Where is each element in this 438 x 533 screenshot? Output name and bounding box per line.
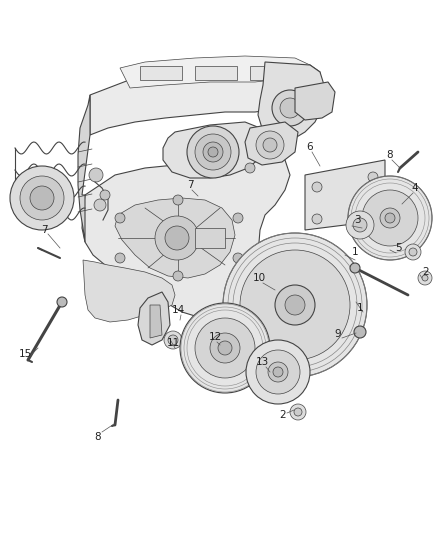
Text: 1: 1 (352, 247, 358, 257)
Text: 8: 8 (387, 150, 393, 160)
Circle shape (94, 199, 106, 211)
Circle shape (210, 333, 240, 363)
Circle shape (350, 263, 360, 273)
Polygon shape (90, 62, 320, 135)
Circle shape (100, 280, 110, 290)
Circle shape (273, 367, 283, 377)
Circle shape (380, 208, 400, 228)
Circle shape (30, 186, 54, 210)
Polygon shape (195, 228, 225, 248)
Circle shape (353, 218, 367, 232)
Text: 5: 5 (395, 243, 401, 253)
Circle shape (10, 166, 74, 230)
Text: 4: 4 (412, 183, 418, 193)
Circle shape (168, 335, 178, 345)
Circle shape (164, 331, 182, 349)
Circle shape (418, 271, 432, 285)
Circle shape (268, 362, 288, 382)
Circle shape (165, 226, 189, 250)
Circle shape (195, 134, 231, 170)
Text: 1: 1 (357, 303, 363, 313)
Circle shape (195, 318, 255, 378)
Circle shape (280, 98, 300, 118)
Circle shape (203, 142, 223, 162)
Text: 13: 13 (255, 357, 268, 367)
Text: 6: 6 (307, 142, 313, 152)
Circle shape (348, 176, 432, 260)
Polygon shape (78, 95, 90, 242)
Polygon shape (195, 66, 237, 80)
Circle shape (290, 404, 306, 420)
Circle shape (155, 216, 199, 260)
Polygon shape (305, 160, 385, 230)
Polygon shape (82, 155, 290, 318)
Text: 9: 9 (335, 329, 341, 339)
Circle shape (362, 190, 418, 246)
Circle shape (257, 283, 267, 293)
Circle shape (272, 90, 308, 126)
Circle shape (89, 168, 103, 182)
Circle shape (368, 172, 378, 182)
Text: 7: 7 (187, 180, 193, 190)
Circle shape (294, 408, 302, 416)
Circle shape (173, 271, 183, 281)
Circle shape (263, 138, 277, 152)
Polygon shape (163, 122, 265, 178)
Circle shape (233, 253, 243, 263)
Circle shape (187, 126, 239, 178)
Circle shape (57, 297, 67, 307)
Circle shape (20, 176, 64, 220)
Circle shape (312, 182, 322, 192)
Circle shape (275, 285, 315, 325)
Circle shape (368, 206, 378, 216)
Circle shape (218, 341, 232, 355)
Text: 3: 3 (354, 215, 360, 225)
Text: 2: 2 (423, 267, 429, 277)
Circle shape (405, 244, 421, 260)
Circle shape (346, 211, 374, 239)
Polygon shape (250, 66, 292, 80)
Circle shape (354, 326, 366, 338)
Text: 15: 15 (18, 349, 32, 359)
Text: 8: 8 (95, 432, 101, 442)
Text: 11: 11 (166, 338, 180, 348)
Circle shape (180, 303, 270, 393)
Circle shape (233, 213, 243, 223)
Circle shape (246, 340, 310, 404)
Circle shape (115, 213, 125, 223)
Polygon shape (120, 56, 310, 88)
Polygon shape (140, 66, 182, 80)
Circle shape (256, 350, 300, 394)
Circle shape (312, 214, 322, 224)
Circle shape (256, 131, 284, 159)
Circle shape (100, 190, 110, 200)
Circle shape (285, 295, 305, 315)
Circle shape (245, 163, 255, 173)
Polygon shape (115, 198, 235, 278)
Circle shape (223, 233, 367, 377)
Circle shape (385, 213, 395, 223)
Text: 7: 7 (41, 225, 47, 235)
Circle shape (208, 147, 218, 157)
Polygon shape (258, 62, 325, 140)
Circle shape (409, 248, 417, 256)
Polygon shape (245, 122, 298, 165)
Circle shape (173, 195, 183, 205)
Circle shape (422, 275, 428, 281)
Text: 12: 12 (208, 332, 222, 342)
Text: 14: 14 (171, 305, 185, 315)
Polygon shape (83, 260, 175, 322)
Circle shape (115, 253, 125, 263)
Text: 2: 2 (280, 410, 286, 420)
Circle shape (240, 250, 350, 360)
Polygon shape (138, 292, 170, 345)
Text: 10: 10 (252, 273, 265, 283)
Polygon shape (295, 82, 335, 120)
Polygon shape (150, 305, 162, 338)
